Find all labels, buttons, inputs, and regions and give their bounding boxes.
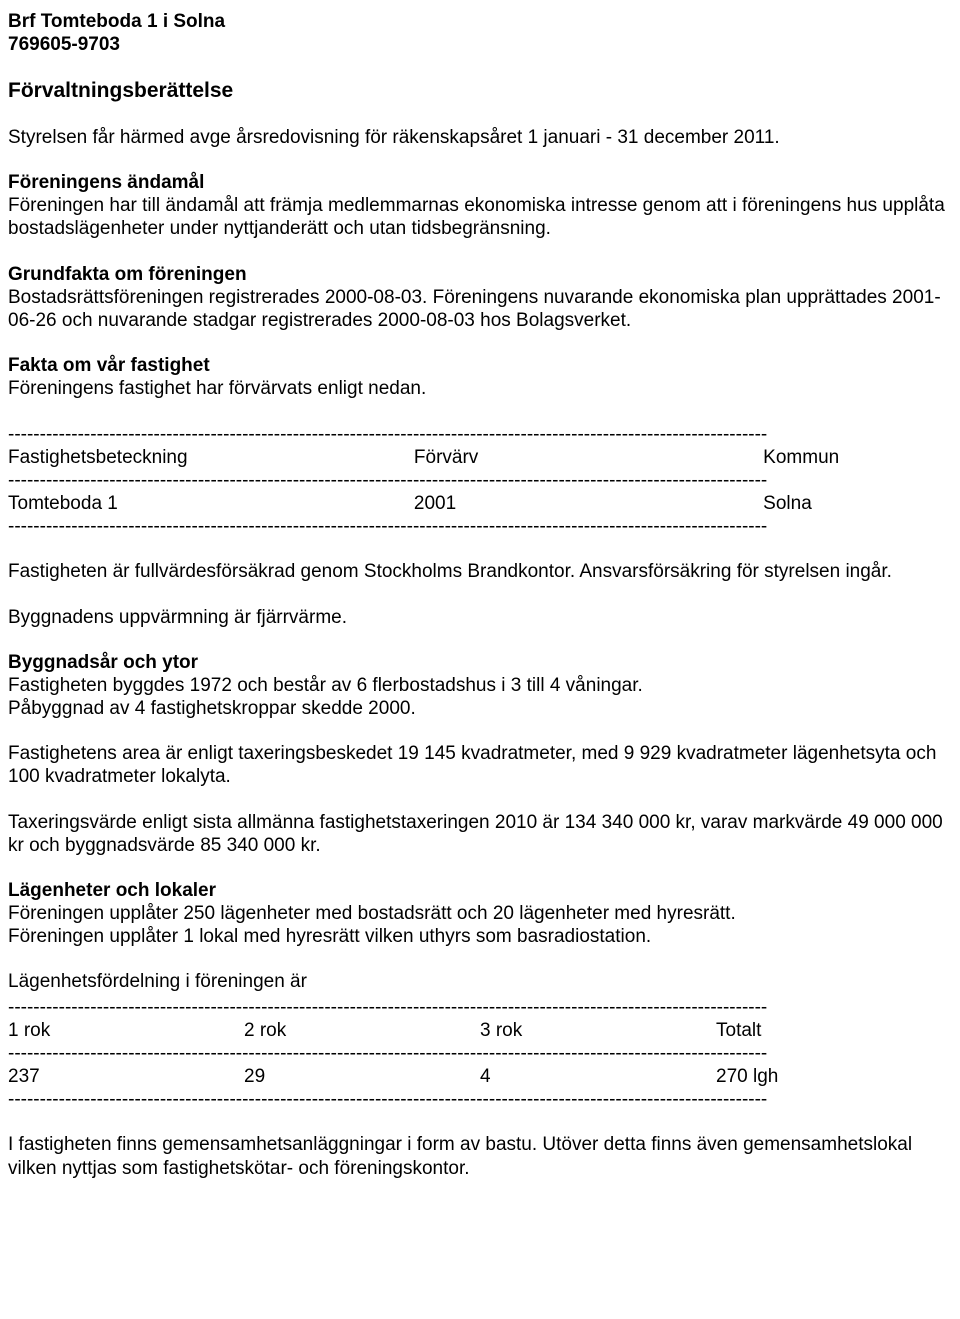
build-heading: Byggnadsår och ytor — [8, 651, 952, 674]
build-line1: Fastigheten byggdes 1972 och består av 6… — [8, 674, 952, 697]
property-facts-section: Fakta om vår fastighet Föreningens fasti… — [8, 354, 952, 400]
build-section: Byggnadsår och ytor Fastigheten byggdes … — [8, 651, 952, 721]
basic-facts-section: Grundfakta om föreningen Bostadsrättsför… — [8, 263, 952, 333]
table-divider: ----------------------------------------… — [8, 996, 952, 1019]
table-header-cell: 3 rok — [480, 1019, 716, 1042]
apartments-heading: Lägenheter och lokaler — [8, 879, 952, 902]
table-row: Tomteboda 1 2001 Solna — [8, 492, 952, 515]
table-row: 237 29 4 270 lgh — [8, 1065, 952, 1088]
org-number: 769605-9703 — [8, 33, 952, 56]
table-header-row: 1 rok 2 rok 3 rok Totalt — [8, 1019, 952, 1042]
page-title: Förvaltningsberättelse — [8, 78, 952, 104]
table-header-cell: Kommun — [763, 446, 952, 469]
intro-text: Styrelsen får härmed avge årsredovisning… — [8, 126, 952, 149]
basic-facts-body: Bostadsrättsföreningen registrerades 200… — [8, 286, 952, 332]
table-header-cell: 1 rok — [8, 1019, 244, 1042]
purpose-body: Föreningen har till ändamål att främja m… — [8, 194, 952, 240]
apartments-line2: Föreningen upplåter 1 lokal med hyresrät… — [8, 925, 952, 948]
table-cell: Solna — [763, 492, 952, 515]
table-divider: ----------------------------------------… — [8, 515, 952, 538]
heating-text: Byggnadens uppvärmning är fjärrvärme. — [8, 606, 952, 629]
property-table: ----------------------------------------… — [8, 423, 952, 539]
table-divider: ----------------------------------------… — [8, 1088, 952, 1111]
build-line2: Påbyggnad av 4 fastighetskroppar skedde … — [8, 697, 952, 720]
property-facts-body: Föreningens fastighet har förvärvats enl… — [8, 377, 952, 400]
table-cell: 2001 — [414, 492, 763, 515]
table-header-cell: 2 rok — [244, 1019, 480, 1042]
table-cell: 237 — [8, 1065, 244, 1088]
property-facts-heading: Fakta om vår fastighet — [8, 354, 952, 377]
insurance-text: Fastigheten är fullvärdesförsäkrad genom… — [8, 560, 952, 583]
apartments-section: Lägenheter och lokaler Föreningen upplåt… — [8, 879, 952, 949]
org-name: Brf Tomteboda 1 i Solna — [8, 10, 952, 33]
table-cell: 270 lgh — [716, 1065, 952, 1088]
table-header-cell: Totalt — [716, 1019, 952, 1042]
distribution-table: ----------------------------------------… — [8, 996, 952, 1112]
apartments-line1: Föreningen upplåter 250 lägenheter med b… — [8, 902, 952, 925]
basic-facts-heading: Grundfakta om föreningen — [8, 263, 952, 286]
distribution-intro: Lägenhetsfördelning i föreningen är — [8, 970, 952, 993]
table-header-cell: Fastighetsbeteckning — [8, 446, 414, 469]
tax-text: Taxeringsvärde enligt sista allmänna fas… — [8, 811, 952, 857]
table-divider: ----------------------------------------… — [8, 423, 952, 446]
table-header-row: Fastighetsbeteckning Förvärv Kommun — [8, 446, 952, 469]
table-header-cell: Förvärv — [414, 446, 763, 469]
purpose-section: Föreningens ändamål Föreningen har till … — [8, 171, 952, 241]
closing-text: I fastigheten finns gemensamhetsanläggni… — [8, 1133, 952, 1179]
purpose-heading: Föreningens ändamål — [8, 171, 952, 194]
table-cell: 4 — [480, 1065, 716, 1088]
table-divider: ----------------------------------------… — [8, 469, 952, 492]
table-divider: ----------------------------------------… — [8, 1042, 952, 1065]
area-text: Fastighetens area är enligt taxeringsbes… — [8, 742, 952, 788]
table-cell: 29 — [244, 1065, 480, 1088]
table-cell: Tomteboda 1 — [8, 492, 414, 515]
